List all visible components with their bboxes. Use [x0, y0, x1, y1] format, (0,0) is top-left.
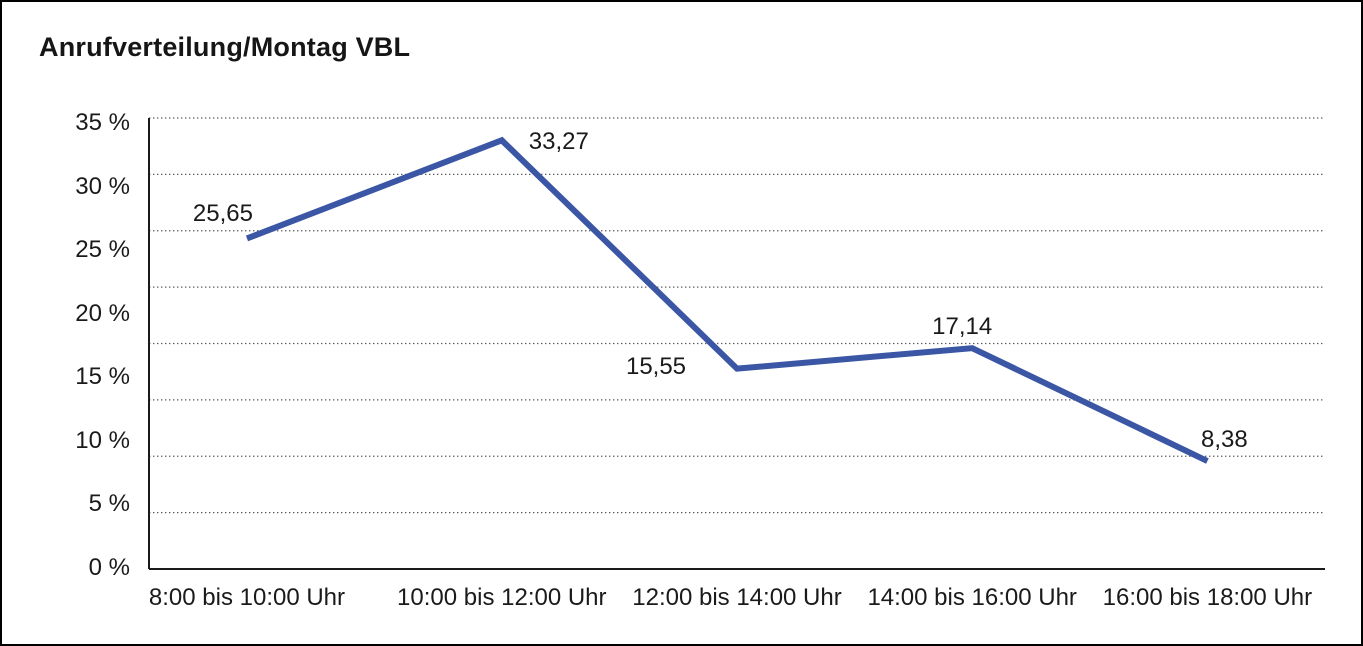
x-tick-label: 12:00 bis 14:00 Uhr — [632, 584, 842, 611]
y-tick-label: 15 % — [75, 363, 130, 391]
data-point-value-label: 8,38 — [1201, 426, 1248, 454]
x-tick-label: 16:00 bis 18:00 Uhr — [1102, 584, 1313, 611]
y-tick-label: 10 % — [75, 426, 130, 454]
y-tick-label: 25 % — [75, 236, 130, 264]
data-point-value-label: 17,14 — [932, 313, 993, 341]
chart-title: Anrufverteilung/Montag VBL — [39, 32, 411, 62]
x-tick-label: 10:00 bis 12:00 Uhr — [397, 584, 607, 611]
x-tick-label: 8:00 bis 10:00 Uhr — [148, 584, 346, 611]
y-tick-label: 20 % — [75, 299, 130, 327]
y-tick-label: 35 % — [75, 109, 130, 136]
y-tick-label: 0 % — [88, 554, 130, 581]
data-point-value-label: 25,65 — [192, 200, 253, 228]
y-tick-label: 30 % — [75, 172, 130, 200]
y-tick-label: 5 % — [88, 490, 130, 518]
data-point-value-label: 15,55 — [625, 352, 687, 380]
data-point-value-label: 33,27 — [528, 128, 589, 156]
data-series-line — [245, 136, 1209, 464]
x-tick-label: 14:00 bis 16:00 Uhr — [867, 584, 1077, 611]
